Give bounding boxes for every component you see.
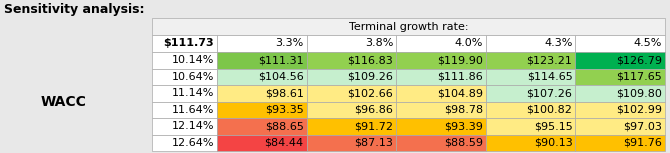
Bar [576,35,665,52]
Bar [217,134,307,151]
Text: WACC: WACC [41,95,87,108]
Text: 3.8%: 3.8% [365,39,393,49]
Bar [217,35,307,52]
Text: $98.78: $98.78 [444,105,483,115]
Bar [486,134,576,151]
Bar [486,118,576,134]
Bar [576,134,665,151]
Bar [307,134,396,151]
Bar [307,52,396,69]
Text: $114.65: $114.65 [527,72,572,82]
Text: $88.65: $88.65 [265,121,304,131]
Bar [217,101,307,118]
Bar [486,52,576,69]
Bar [217,52,307,69]
Text: $91.76: $91.76 [623,138,662,148]
Text: $102.66: $102.66 [348,88,393,98]
Bar [576,118,665,134]
Text: 10.64%: 10.64% [172,72,214,82]
Bar [486,101,576,118]
Text: 10.14%: 10.14% [172,55,214,65]
Text: $126.79: $126.79 [616,55,662,65]
Bar [217,118,307,134]
Text: $117.65: $117.65 [616,72,662,82]
Text: Sensitivity analysis:: Sensitivity analysis: [4,4,145,17]
Text: $123.21: $123.21 [527,55,572,65]
Text: 11.64%: 11.64% [172,105,214,115]
Text: $95.15: $95.15 [533,121,572,131]
Text: $97.03: $97.03 [623,121,662,131]
Bar [152,35,217,52]
Text: $87.13: $87.13 [354,138,393,148]
Text: $98.61: $98.61 [265,88,304,98]
Bar [576,85,665,101]
Bar [152,134,217,151]
Bar [307,35,396,52]
Text: $91.72: $91.72 [354,121,393,131]
Bar [396,52,486,69]
Text: $116.83: $116.83 [348,55,393,65]
Bar [152,52,217,69]
Text: 4.3%: 4.3% [544,39,572,49]
Bar [217,69,307,85]
Bar [576,69,665,85]
Bar [486,35,576,52]
Text: $111.73: $111.73 [163,39,214,49]
Text: 4.0%: 4.0% [454,39,483,49]
Bar [152,118,217,134]
Bar [152,85,217,101]
Text: $88.59: $88.59 [444,138,483,148]
Text: $93.39: $93.39 [444,121,483,131]
Bar [396,118,486,134]
Text: 12.64%: 12.64% [172,138,214,148]
Text: 12.14%: 12.14% [172,121,214,131]
Text: $107.26: $107.26 [527,88,572,98]
Bar [486,85,576,101]
Bar [396,101,486,118]
Bar [307,118,396,134]
Text: 3.3%: 3.3% [275,39,304,49]
Bar [152,18,665,35]
Text: $84.44: $84.44 [265,138,304,148]
Bar [576,101,665,118]
Text: 4.5%: 4.5% [634,39,662,49]
Text: 11.14%: 11.14% [172,88,214,98]
Bar [576,52,665,69]
Bar [307,69,396,85]
Bar [396,35,486,52]
Bar [307,101,396,118]
Text: $104.89: $104.89 [437,88,483,98]
Bar [486,69,576,85]
Text: $104.56: $104.56 [258,72,304,82]
Text: $111.31: $111.31 [258,55,304,65]
Bar [307,85,396,101]
Text: $96.86: $96.86 [354,105,393,115]
Bar [396,69,486,85]
Text: $93.35: $93.35 [265,105,304,115]
Bar [152,101,217,118]
Text: $109.80: $109.80 [616,88,662,98]
Bar [396,85,486,101]
Text: $111.86: $111.86 [437,72,483,82]
Text: Terminal growth rate:: Terminal growth rate: [349,22,468,32]
Text: $100.82: $100.82 [527,105,572,115]
Bar [152,69,217,85]
Text: $109.26: $109.26 [347,72,393,82]
Text: $102.99: $102.99 [616,105,662,115]
Text: $119.90: $119.90 [437,55,483,65]
Bar [217,85,307,101]
Text: $90.13: $90.13 [533,138,572,148]
Bar [396,134,486,151]
